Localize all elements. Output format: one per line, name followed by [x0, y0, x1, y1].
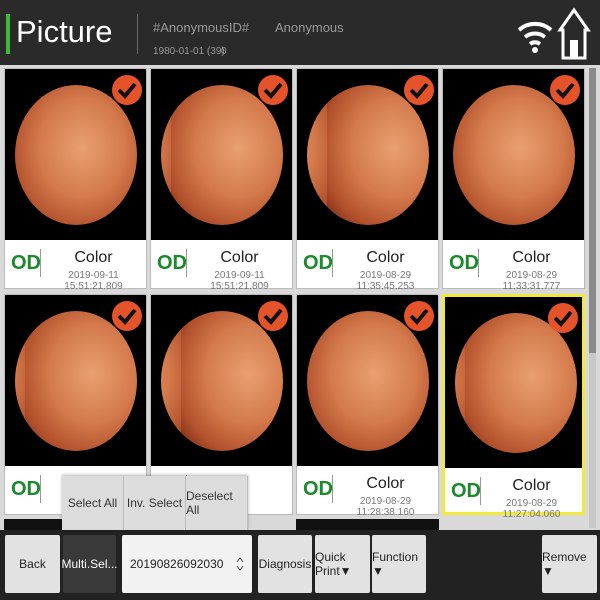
fundus-disc [15, 85, 137, 225]
dropdown-arrows [236, 557, 244, 571]
picture-card[interactable]: OD [150, 294, 293, 515]
fundus-disc [453, 85, 575, 225]
eye-label: OD [11, 478, 41, 500]
check-icon[interactable] [550, 75, 580, 105]
divider [137, 14, 138, 54]
wifi-icon[interactable] [515, 12, 555, 56]
separator [186, 249, 187, 277]
fundus-image [443, 69, 584, 240]
eye-label: OD [157, 252, 187, 274]
timestamp: 2019-08-29 11:28:38.160 [356, 496, 415, 518]
fundus-disc [307, 85, 429, 225]
scrollbar [589, 68, 596, 528]
menu-item[interactable]: Select All [62, 476, 124, 530]
patient-id: #AnonymousID# [153, 20, 250, 35]
header: Picture #AnonymousID# Anonymous 1980-01-… [0, 0, 600, 65]
count: 0 [221, 46, 227, 57]
picture-card[interactable]: OD Color 2019-09-11 15:51:21.809 [4, 68, 147, 292]
eye-label: OD [303, 252, 333, 274]
timestamp: 2019-08-29 11:27:04.060 [502, 498, 561, 520]
fundus-image [445, 297, 582, 468]
check-icon[interactable] [258, 75, 288, 105]
card-partial [296, 519, 439, 530]
title: Picture [16, 14, 113, 49]
session-value: 20190826092030 [130, 557, 224, 571]
menu-item[interactable]: Inv. Select [124, 476, 186, 530]
image-type: Color [366, 475, 405, 492]
home-icon[interactable] [557, 6, 591, 62]
function-button[interactable]: Function ▼ [372, 535, 426, 593]
picture-card[interactable]: OD Color 2019-09-11 15:51:21.809 [150, 68, 293, 292]
picture-card[interactable]: OD Color 2019-08-29 11:28:38.160 [296, 294, 439, 518]
timestamp: 2019-09-11 15:51:21.809 [210, 270, 269, 292]
birth: 1980-01-01 (39) [153, 46, 225, 57]
check-icon[interactable] [112, 301, 142, 331]
fundus-image [297, 295, 438, 466]
check-icon[interactable] [404, 301, 434, 331]
back-button[interactable]: Back [5, 535, 60, 593]
separator [332, 249, 333, 277]
selection-menu: Select All Inv. Select Deselect All [62, 476, 248, 530]
fundus-disc [15, 311, 137, 451]
eye-label: OD [303, 478, 333, 500]
fundus-image [5, 295, 146, 466]
fundus-disc [161, 85, 283, 225]
separator [332, 475, 333, 503]
separator [480, 477, 481, 505]
patient-name: Anonymous [275, 20, 344, 35]
fundus-image [297, 69, 438, 240]
eye-label: OD [451, 480, 481, 502]
check-icon[interactable] [112, 75, 142, 105]
fundus-image [151, 69, 292, 240]
separator [40, 475, 41, 503]
eye-label: OD [449, 252, 479, 274]
remove-button[interactable]: Remove ▼ [542, 535, 597, 593]
eye-label: OD [11, 252, 41, 274]
image-type: Color [512, 477, 551, 494]
multi-select-button[interactable]: Multi.Sel... [62, 535, 118, 593]
fundus-disc [455, 313, 577, 453]
menu-item[interactable]: Deselect All [186, 476, 248, 530]
diagnosis-button[interactable]: Diagnosis [258, 535, 312, 593]
scroll-thumb[interactable] [589, 68, 596, 353]
timestamp: 2019-08-29 11:33:31.777 [502, 270, 561, 292]
fundus-image [151, 295, 292, 466]
separator [478, 249, 479, 277]
separator [40, 249, 41, 277]
picture-card[interactable]: OD Color 2019-08-29 11:35:45.253 [296, 68, 439, 292]
session-dropdown[interactable]: 20190826092030 [122, 535, 252, 593]
fundus-disc [307, 311, 429, 451]
quick-print-button[interactable]: Quick Print▼ [315, 535, 370, 593]
image-type: Color [512, 249, 551, 266]
picture-card[interactable]: OD Color 2019-08-29 11:27:04.060 [442, 294, 585, 520]
check-icon[interactable] [404, 75, 434, 105]
timestamp: 2019-09-11 15:51:21.809 [64, 270, 123, 292]
picture-card[interactable]: OD Color 2019-08-29 11:33:31.777 [442, 68, 585, 292]
timestamp: 2019-08-29 11:35:45.253 [356, 270, 415, 292]
fundus-disc [161, 311, 283, 451]
fundus-image [5, 69, 146, 240]
accent-bar [6, 14, 10, 54]
check-icon[interactable] [258, 301, 288, 331]
check-icon[interactable] [548, 303, 578, 333]
image-type: Color [74, 249, 113, 266]
image-type: Color [220, 249, 259, 266]
image-type: Color [366, 249, 405, 266]
